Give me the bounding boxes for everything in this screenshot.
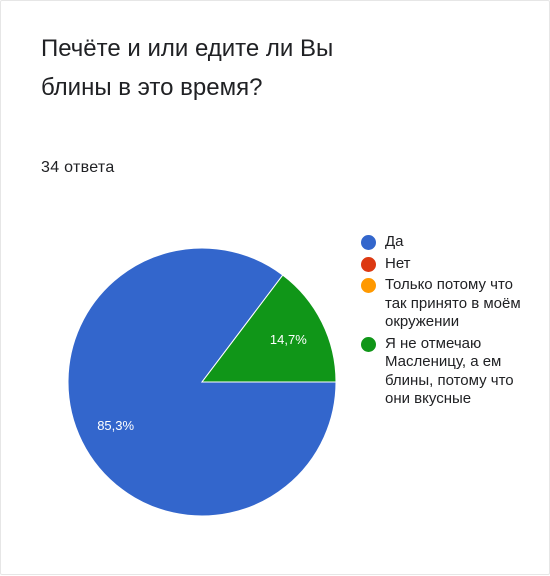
legend-item: Я не отмечаю Масленицу, а ем блины, пото… — [361, 335, 521, 409]
legend-swatch — [361, 278, 376, 293]
legend-label: Я не отмечаю Масленицу, а ем блины, пото… — [385, 334, 514, 408]
legend-label: Нет — [385, 254, 411, 272]
pie-slices — [67, 247, 337, 517]
legend-swatch — [361, 256, 376, 272]
legend-item: Нет — [361, 255, 521, 274]
pie-slice — [200, 274, 337, 383]
response-count: 34 ответа — [41, 159, 115, 176]
legend-item: Да — [361, 233, 521, 252]
chart-legend: Да Нет Только потому что так принято в моё… — [361, 233, 521, 412]
legend-item: Только потому что так принято в моём окр… — [361, 276, 521, 332]
pie-data-labels: 85,3% 14,7% — [97, 332, 307, 433]
legend-label: Только потому что так принято в моём окр… — [385, 276, 521, 330]
legend-label: Да — [385, 233, 404, 250]
legend-swatch — [361, 336, 376, 352]
pie-data-label: 85,3% — [97, 418, 134, 433]
pie-data-label: 14,7% — [270, 332, 307, 347]
question-title: Печёте и или едите ли Вы блины в это вре… — [41, 35, 334, 101]
legend-swatch — [361, 235, 376, 250]
